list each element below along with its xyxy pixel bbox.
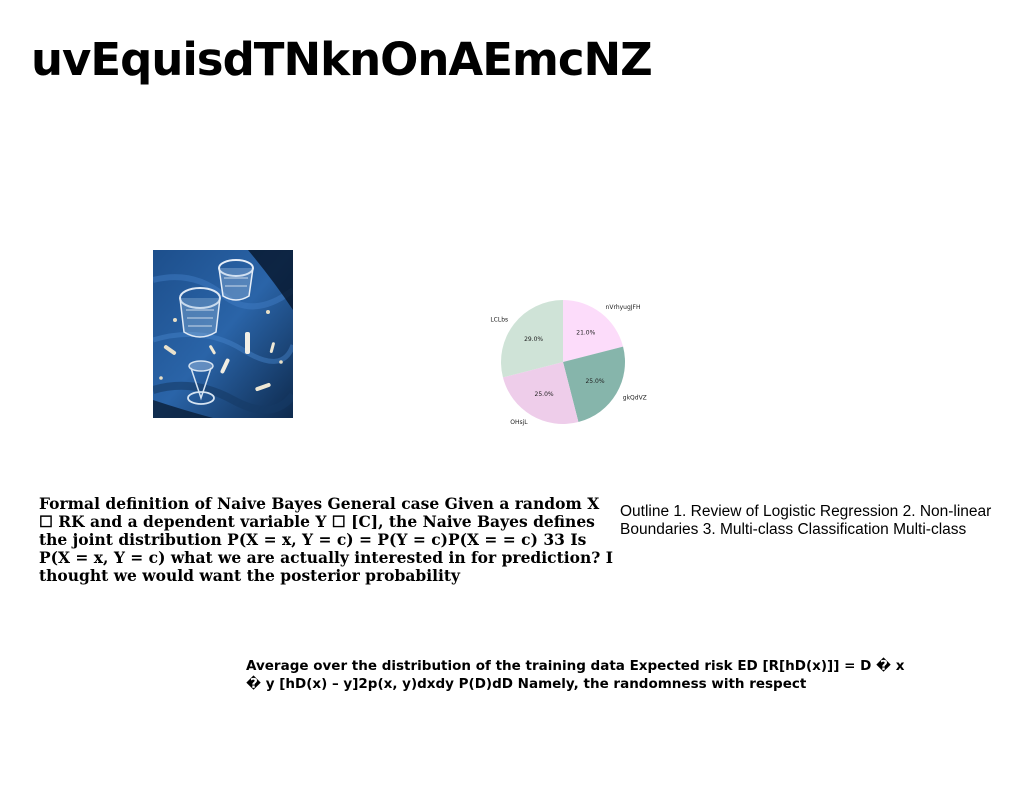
pie-slice-nVrhyugJFH	[563, 300, 624, 362]
pie-category-label: LCLbs	[490, 316, 508, 323]
outline-paragraph: Outline 1. Review of Logistic Regression…	[620, 503, 992, 538]
pie-category-label: gkQdVZ	[623, 394, 647, 401]
pie-slice-gkQdVZ	[563, 346, 625, 423]
pie-percent-label: 25.0%	[535, 391, 554, 398]
pie-slice-LCLbs	[501, 300, 563, 378]
pie-chart: 21.0% nVrhyugJFH 25.0% gkQdVZ 25.0% OHsjL 29.0…	[490, 300, 647, 426]
page-title: uvEquisdTNknOnAEmcNZ	[31, 33, 653, 86]
pie-percent-label: 21.0%	[576, 330, 595, 337]
pie-category-label: nVrhyugJFH	[606, 304, 641, 311]
photo-image	[153, 250, 293, 418]
naive-bayes-paragraph: Formal definition of Naive Bayes General…	[39, 494, 613, 585]
glasses-photo-graphic	[153, 250, 293, 418]
pie-percent-label: 29.0%	[524, 336, 543, 343]
pie-slice-OHsjL	[502, 362, 579, 424]
pie-category-label: OHsjL	[510, 419, 528, 426]
pie-percent-label: 25.0%	[585, 378, 604, 385]
expected-risk-paragraph: Average over the distribution of the tra…	[246, 658, 905, 692]
